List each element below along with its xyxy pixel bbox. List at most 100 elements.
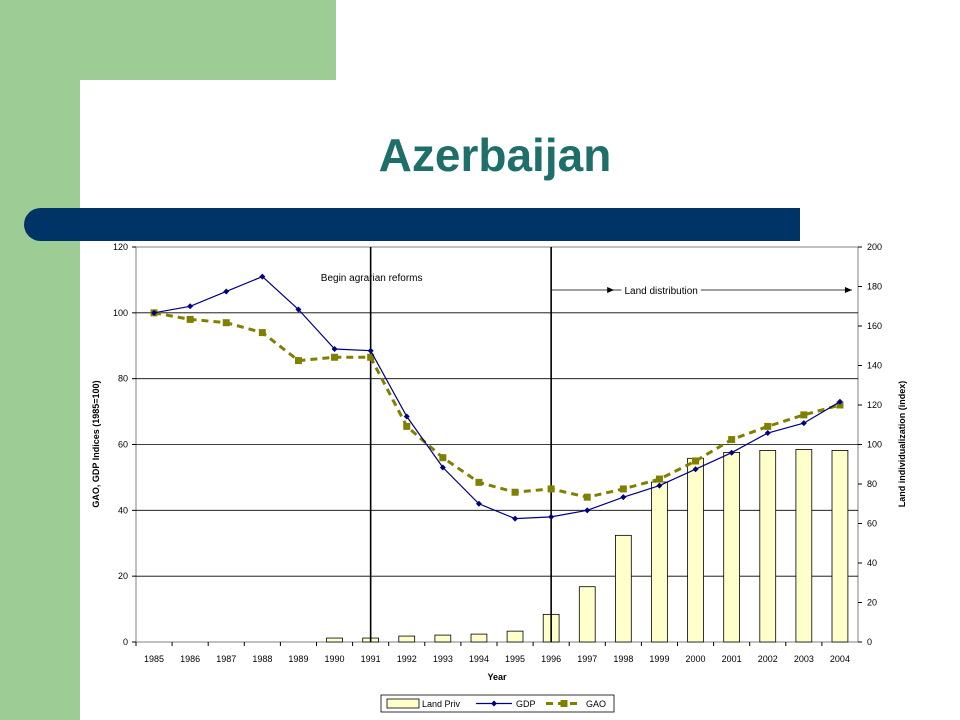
gao-point bbox=[475, 478, 483, 486]
x-tick-label: 1993 bbox=[433, 654, 453, 664]
annotation-background bbox=[621, 286, 701, 297]
y-tick-label: 20 bbox=[118, 571, 128, 581]
annotation-agrarian-reforms: Begin agrarian reforms bbox=[321, 273, 423, 284]
gdp-point bbox=[475, 500, 482, 507]
gdp-point bbox=[728, 449, 735, 456]
x-tick-label: 1994 bbox=[469, 654, 489, 664]
y2-tick-label: 80 bbox=[867, 479, 877, 489]
land-priv-bar bbox=[795, 449, 813, 643]
land-priv-bar bbox=[470, 633, 488, 643]
land-priv-bar bbox=[615, 534, 632, 643]
gao-point bbox=[655, 475, 663, 483]
land-priv-bar bbox=[687, 457, 704, 643]
arrowhead-icon bbox=[844, 287, 852, 293]
land-priv-bar bbox=[651, 481, 668, 643]
x-tick-label: 1997 bbox=[577, 654, 597, 664]
title-underline-bar bbox=[24, 208, 800, 241]
y-tick-label: 60 bbox=[118, 440, 128, 450]
gdp-point bbox=[764, 429, 771, 436]
gao-point bbox=[222, 319, 230, 327]
y-tick-label: 0 bbox=[123, 637, 128, 647]
y2-tick-label: 120 bbox=[867, 400, 882, 410]
annotation-land-distribution: Land distribution bbox=[624, 286, 697, 297]
gao-point bbox=[511, 488, 519, 496]
gdp-point bbox=[403, 413, 410, 420]
x-tick-label: 1989 bbox=[288, 654, 308, 664]
gao-point bbox=[836, 401, 844, 409]
gdp-point bbox=[331, 346, 338, 353]
y2-tick-label: 60 bbox=[867, 519, 877, 529]
land-priv-bar bbox=[759, 450, 777, 643]
green-decor-top bbox=[0, 0, 336, 80]
gao-point bbox=[403, 422, 411, 430]
gdp-point bbox=[151, 309, 158, 316]
land-priv-bar bbox=[578, 586, 596, 643]
y-tick-label: 40 bbox=[118, 505, 128, 515]
x-tick-label: 1995 bbox=[505, 654, 525, 664]
gao-point bbox=[439, 454, 447, 462]
y-tick-label: 100 bbox=[113, 308, 128, 318]
x-tick-label: 1996 bbox=[541, 654, 561, 664]
gao-point bbox=[186, 315, 194, 323]
gao-point bbox=[800, 411, 808, 419]
gao-point bbox=[728, 436, 736, 444]
land-priv-bar bbox=[326, 637, 343, 643]
green-decor-side bbox=[0, 80, 80, 720]
y2-tick-label: 200 bbox=[867, 242, 882, 252]
land-priv-bar bbox=[398, 635, 416, 643]
x-tick-label: 1992 bbox=[397, 654, 417, 664]
legend-label-gao: GAO bbox=[586, 699, 606, 709]
gdp-point bbox=[259, 273, 266, 280]
x-tick-label: 2000 bbox=[686, 654, 706, 664]
gdp-point bbox=[800, 420, 807, 427]
x-tick-label: 1998 bbox=[613, 654, 633, 664]
y2-tick-label: 0 bbox=[867, 637, 872, 647]
x-tick-label: 2002 bbox=[758, 654, 778, 664]
x-tick-label: 1986 bbox=[180, 654, 200, 664]
gdp-point bbox=[836, 398, 843, 405]
gdp-point bbox=[656, 482, 663, 489]
gao-point bbox=[331, 353, 339, 361]
gao-point bbox=[367, 353, 375, 361]
gdp-point bbox=[584, 507, 591, 514]
x-tick-label: 2001 bbox=[722, 654, 742, 664]
gao-point bbox=[294, 357, 302, 365]
y-tick-label: 120 bbox=[113, 242, 128, 252]
arrowhead-icon bbox=[607, 287, 615, 293]
gdp-point bbox=[548, 513, 555, 520]
gao-point bbox=[619, 485, 627, 493]
x-axis-label: Year bbox=[487, 672, 507, 682]
y-axis-label: GAO, GDP Indices (1985=100) bbox=[91, 380, 101, 507]
x-tick-label: 1991 bbox=[361, 654, 381, 664]
legend: Land Priv GDP GAO bbox=[380, 694, 615, 713]
gdp-point bbox=[692, 466, 699, 473]
y2-tick-label: 100 bbox=[867, 440, 882, 450]
y-tick-label: 80 bbox=[118, 374, 128, 384]
gao-point bbox=[547, 485, 555, 493]
gdp-point bbox=[187, 303, 194, 310]
gdp-point bbox=[367, 347, 374, 354]
x-tick-label: 1987 bbox=[216, 654, 236, 664]
legend-label-gdp: GDP bbox=[516, 699, 536, 709]
legend-label-land-priv: Land Priv bbox=[422, 699, 461, 709]
legend-marker-gao bbox=[560, 700, 568, 707]
land-priv-bar bbox=[434, 634, 452, 643]
y2-axis-label: Land individualization (index) bbox=[897, 381, 907, 508]
x-tick-label: 2003 bbox=[794, 654, 814, 664]
slide-title: Azerbaijan bbox=[378, 129, 612, 181]
x-tick-label: 1990 bbox=[325, 654, 345, 664]
gdp-point bbox=[512, 515, 519, 522]
x-tick-label: 1985 bbox=[144, 654, 164, 664]
land-priv-bar bbox=[723, 451, 740, 643]
gao-point bbox=[258, 329, 266, 337]
legend-marker-gdp bbox=[491, 700, 497, 707]
y2-tick-label: 20 bbox=[867, 598, 877, 608]
land-priv-bar bbox=[506, 630, 524, 643]
x-tick-label: 1988 bbox=[252, 654, 272, 664]
gao-point bbox=[583, 493, 591, 501]
y2-tick-label: 140 bbox=[867, 361, 882, 371]
land-priv-bar bbox=[831, 450, 849, 643]
y2-tick-label: 40 bbox=[867, 558, 877, 568]
gdp-point bbox=[439, 464, 446, 471]
